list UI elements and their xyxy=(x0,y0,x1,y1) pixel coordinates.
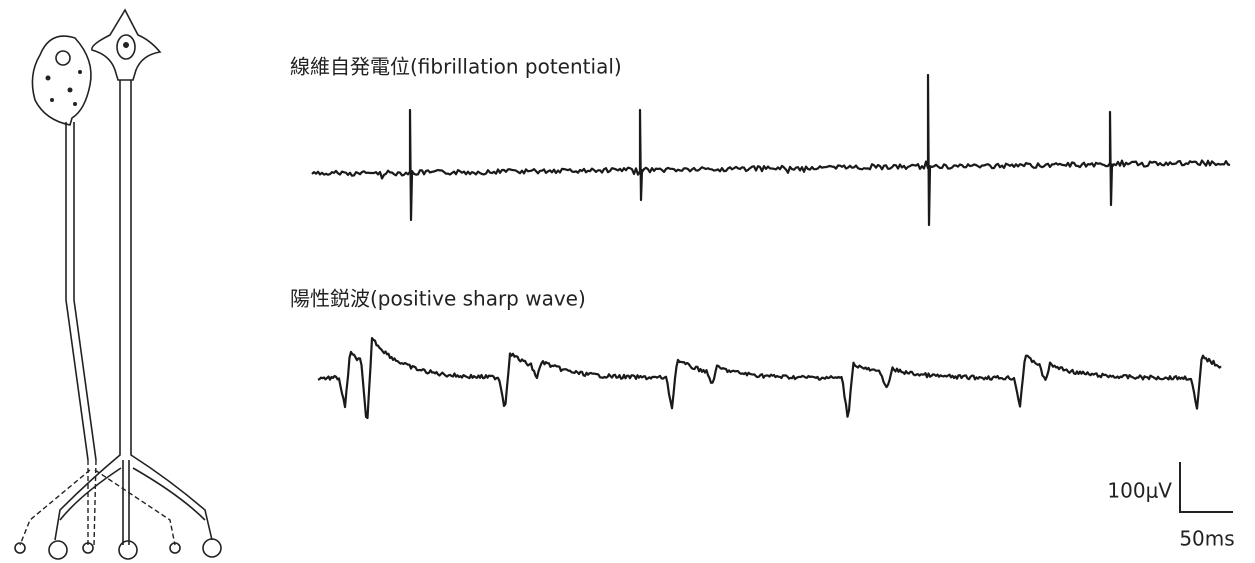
psw-trace xyxy=(317,337,1222,420)
neuron-illustration xyxy=(14,8,222,560)
amplitude-label: 100μV xyxy=(1107,479,1172,503)
fibrillation-trace xyxy=(311,73,1231,227)
scale-bar: 100μV 50ms xyxy=(1107,462,1235,551)
psw-label: 陽性鋭波(positive sharp wave) xyxy=(290,287,586,311)
fibrillation-label: 線維自発電位(fibrillation potential) xyxy=(290,55,622,79)
time-label: 50ms xyxy=(1179,527,1234,551)
